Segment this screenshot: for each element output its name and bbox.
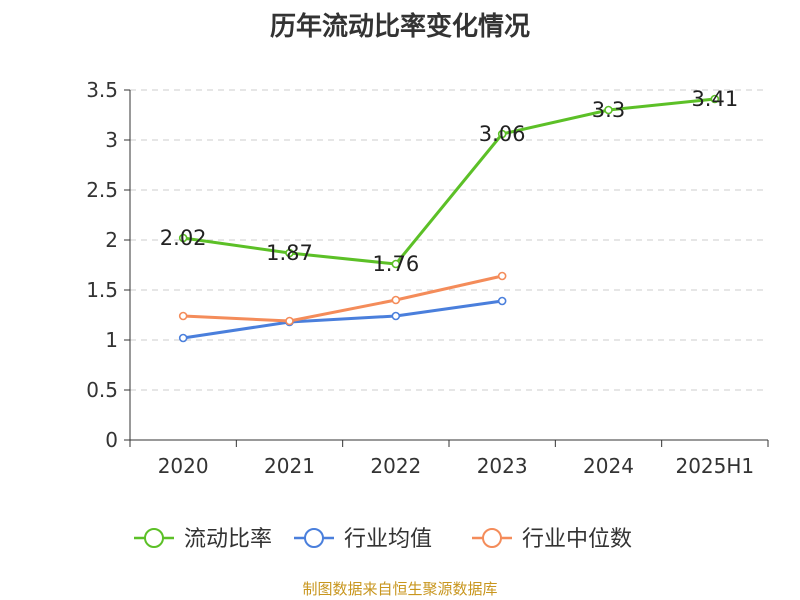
data-label: 3.06	[479, 122, 526, 146]
y-tick-label: 1.5	[86, 278, 118, 302]
legend-marker	[144, 528, 164, 548]
data-point	[285, 248, 294, 258]
data-label: 3.3	[592, 98, 625, 122]
source-note: 制图数据来自恒生聚源数据库	[302, 580, 498, 598]
y-tick-label: 0.5	[86, 378, 118, 402]
data-point	[391, 311, 401, 321]
data-point	[178, 333, 188, 343]
data-label: 1.76	[372, 252, 419, 276]
data-label: 2.02	[160, 226, 207, 250]
legend-label: 行业中位数	[522, 527, 632, 552]
series-line-0	[182, 97, 715, 266]
legend-marker	[482, 528, 502, 548]
axes: 0 0.5 1 1.5 2 2.5 3 3.5 2020 2021 2022 2023 2024 2025…	[86, 78, 769, 478]
data-point	[178, 311, 188, 321]
chart-title: 历年流动比率变化情况	[269, 12, 530, 42]
data-point	[391, 259, 401, 269]
series-line-2	[183, 274, 503, 323]
data-point	[285, 316, 294, 326]
x-tick-label: 2024	[583, 454, 634, 478]
y-tick-label: 1	[105, 328, 118, 352]
legend-label: 流动比率	[184, 527, 272, 552]
y-tick-label: 2	[105, 228, 118, 252]
series-lines	[178, 94, 720, 343]
legend: 流动比率 行业均值 行业中位数	[134, 527, 632, 552]
x-tick-label: 2021	[264, 454, 315, 478]
data-point	[604, 105, 613, 115]
x-tick-label: 2023	[477, 454, 528, 478]
data-point	[178, 233, 188, 243]
data-label: 3.41	[691, 87, 738, 111]
data-point	[497, 129, 507, 139]
x-tick-label: 2022	[370, 454, 421, 478]
data-label: 1.87	[266, 241, 313, 265]
data-point	[497, 271, 507, 281]
y-tick-label: 3	[105, 128, 118, 152]
x-tick-label: 2020	[158, 454, 209, 478]
y-tick-label: 2.5	[86, 178, 118, 202]
grid-lines	[130, 89, 768, 391]
y-tick-label: 3.5	[86, 78, 118, 102]
legend-marker	[304, 528, 324, 548]
data-point	[391, 295, 401, 305]
series-line-1	[182, 299, 503, 340]
data-point	[497, 296, 507, 306]
data-labels: 2.02 1.87 1.76 3.06 3.3 3.41	[160, 87, 738, 276]
data-point	[710, 94, 720, 104]
x-tick-label: 2025H1	[675, 454, 754, 478]
y-tick-label: 0	[105, 428, 118, 452]
legend-label: 行业均值	[344, 527, 432, 552]
